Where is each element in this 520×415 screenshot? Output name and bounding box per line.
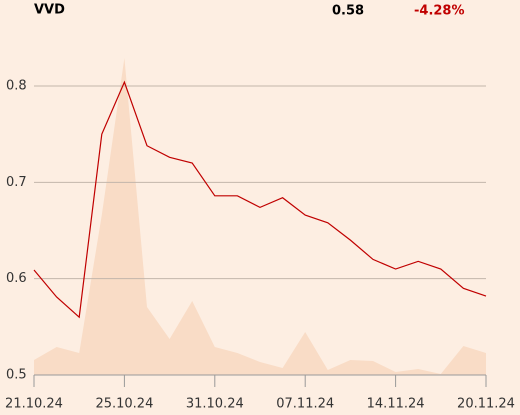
chart-title: VVD	[34, 3, 65, 18]
x-tick-label: 14.11.24	[367, 397, 425, 412]
price-line	[33, 80, 487, 319]
x-tick-label: 07.11.24	[276, 397, 334, 412]
x-tick-label: 21.10.24	[5, 397, 63, 412]
y-tick-label: 0.5	[6, 368, 27, 383]
y-tick-label: 0.6	[6, 271, 27, 286]
price-change: -4.28%	[414, 4, 465, 19]
y-tick-label: 0.8	[6, 79, 27, 94]
volume-area	[34, 58, 486, 375]
x-tick-label: 20.11.24	[457, 397, 515, 412]
y-tick-label: 0.7	[6, 175, 27, 190]
last-price: 0.58	[332, 4, 364, 19]
x-tick-label: 25.10.24	[95, 397, 153, 412]
x-tick-label: 31.10.24	[186, 397, 244, 412]
